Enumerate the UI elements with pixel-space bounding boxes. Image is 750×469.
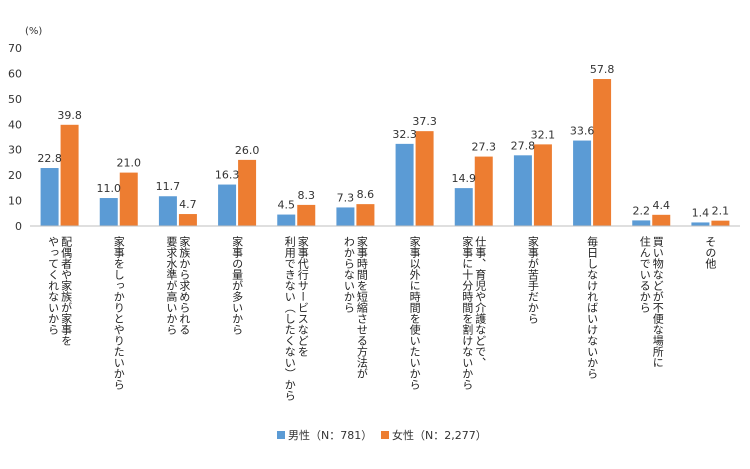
bar-male <box>573 140 592 226</box>
category-label-line: その他 <box>704 236 717 269</box>
data-label: 14.9 <box>452 172 477 185</box>
data-label: 2.1 <box>712 205 730 218</box>
category-label-line: 家事代行サービスなどを <box>296 235 309 357</box>
category-label-line: 家事に十分時間を割けないから <box>461 235 474 390</box>
y-tick-label: 0 <box>15 220 22 233</box>
data-label: 39.8 <box>57 109 82 122</box>
data-label: 37.3 <box>412 115 437 128</box>
y-tick-label: 20 <box>8 169 22 182</box>
data-label: 11.7 <box>156 180 181 193</box>
legend-label: 男性（N：781） <box>288 428 372 442</box>
y-tick-label: 40 <box>8 118 22 131</box>
bar-female <box>178 214 197 226</box>
bar-female <box>652 214 671 226</box>
data-label: 57.8 <box>590 63 615 76</box>
category-label-line: 家事が苦手だから <box>526 235 539 324</box>
category-label: 毎日しなければいけないから <box>586 236 599 379</box>
data-label: 32.3 <box>392 128 417 141</box>
data-label: 7.3 <box>337 191 355 204</box>
category-label-line: 家族から求められる <box>178 235 191 335</box>
data-label: 4.5 <box>278 199 296 212</box>
legend: 男性（N：781） 女性（N：2,277） <box>277 428 487 442</box>
category-label-line: 要求水準が高いから <box>165 236 178 335</box>
bar-female <box>415 131 434 226</box>
bar-male <box>218 184 237 226</box>
data-label: 21.0 <box>117 157 142 170</box>
y-tick-label: 50 <box>8 93 22 106</box>
category-label-line: 利用できない（したくない）から <box>283 236 296 401</box>
category-label-line: やってくれないから <box>47 236 60 335</box>
data-label: 27.8 <box>511 139 536 152</box>
y-tick-label: 30 <box>8 144 22 157</box>
bar-female <box>593 79 612 226</box>
category-label-line: 買い物などが不便な場所に <box>651 236 664 368</box>
bar-female <box>119 172 138 226</box>
category-label-line: 配偶者や家族が家事を <box>60 236 73 346</box>
y-tick-label: 60 <box>8 67 22 80</box>
category-label: その他 <box>704 236 717 269</box>
data-label: 11.0 <box>97 182 122 195</box>
data-label: 4.4 <box>653 199 671 212</box>
bar-male <box>513 155 532 226</box>
bar-male <box>40 168 59 226</box>
category-label: 家事の量が多いから <box>231 235 244 335</box>
category-label: 家事が苦手だから <box>526 235 539 324</box>
data-label: 32.1 <box>531 128 556 141</box>
legend-label: 女性（N：2,277） <box>392 428 487 442</box>
bars <box>40 79 730 226</box>
bar-male <box>158 196 177 226</box>
category-label: 家事以外に時間を使いたいから <box>408 235 421 390</box>
legend-swatch <box>277 431 285 439</box>
bar-female <box>711 220 730 226</box>
category-label-line: 家事時間を短縮させる方法が <box>355 235 368 379</box>
category-label-line: 毎日しなければいけないから <box>586 236 599 379</box>
bar-female <box>238 159 257 226</box>
category-label-line: 家事の量が多いから <box>231 235 244 335</box>
data-label: 26.0 <box>235 144 260 157</box>
bar-male <box>336 207 355 226</box>
data-label: 16.3 <box>215 169 240 182</box>
bar-female <box>533 144 552 226</box>
legend-swatch <box>381 431 389 439</box>
data-label: 8.3 <box>298 189 316 202</box>
y-axis-unit-label: (%) <box>25 26 42 37</box>
bar-male <box>632 220 651 226</box>
data-label: 27.3 <box>472 141 497 154</box>
data-labels: 22.8 11.0 11.7 16.3 4.5 7.3 32.3 14.9 27.8 33.6 2.… <box>37 63 729 219</box>
data-label: 1.4 <box>692 206 710 219</box>
bar-male <box>395 143 414 226</box>
category-label: 家事をしっかりとやりたいから <box>112 235 125 390</box>
category-label: 仕事、育児や介護などで、家事に十分時間を割けないから <box>461 235 487 390</box>
y-tick-label: 10 <box>8 195 22 208</box>
category-label-line: 仕事、育児や介護などで、 <box>474 236 487 368</box>
data-label: 8.6 <box>357 188 375 201</box>
category-label-line: 家事をしっかりとやりたいから <box>112 235 125 390</box>
bar-male <box>277 214 296 226</box>
bar-female <box>297 204 316 226</box>
y-tick-label: 70 <box>8 42 22 55</box>
data-label: 4.7 <box>179 198 197 211</box>
category-label-line: 住んでいるから <box>638 235 651 313</box>
bar-female <box>60 124 79 226</box>
bar-male <box>691 222 710 226</box>
data-label: 33.6 <box>570 125 595 138</box>
data-label: 2.2 <box>633 204 651 217</box>
bar-female <box>474 156 493 226</box>
bar-male <box>454 188 473 226</box>
bar-female <box>356 204 375 226</box>
data-label: 22.8 <box>37 152 62 165</box>
y-axis-ticks: 0 10 20 30 40 50 60 70 <box>8 42 22 233</box>
category-label-line: わからないから <box>342 236 355 313</box>
category-label-line: 家事以外に時間を使いたいから <box>408 235 421 390</box>
bar-male <box>99 198 118 226</box>
